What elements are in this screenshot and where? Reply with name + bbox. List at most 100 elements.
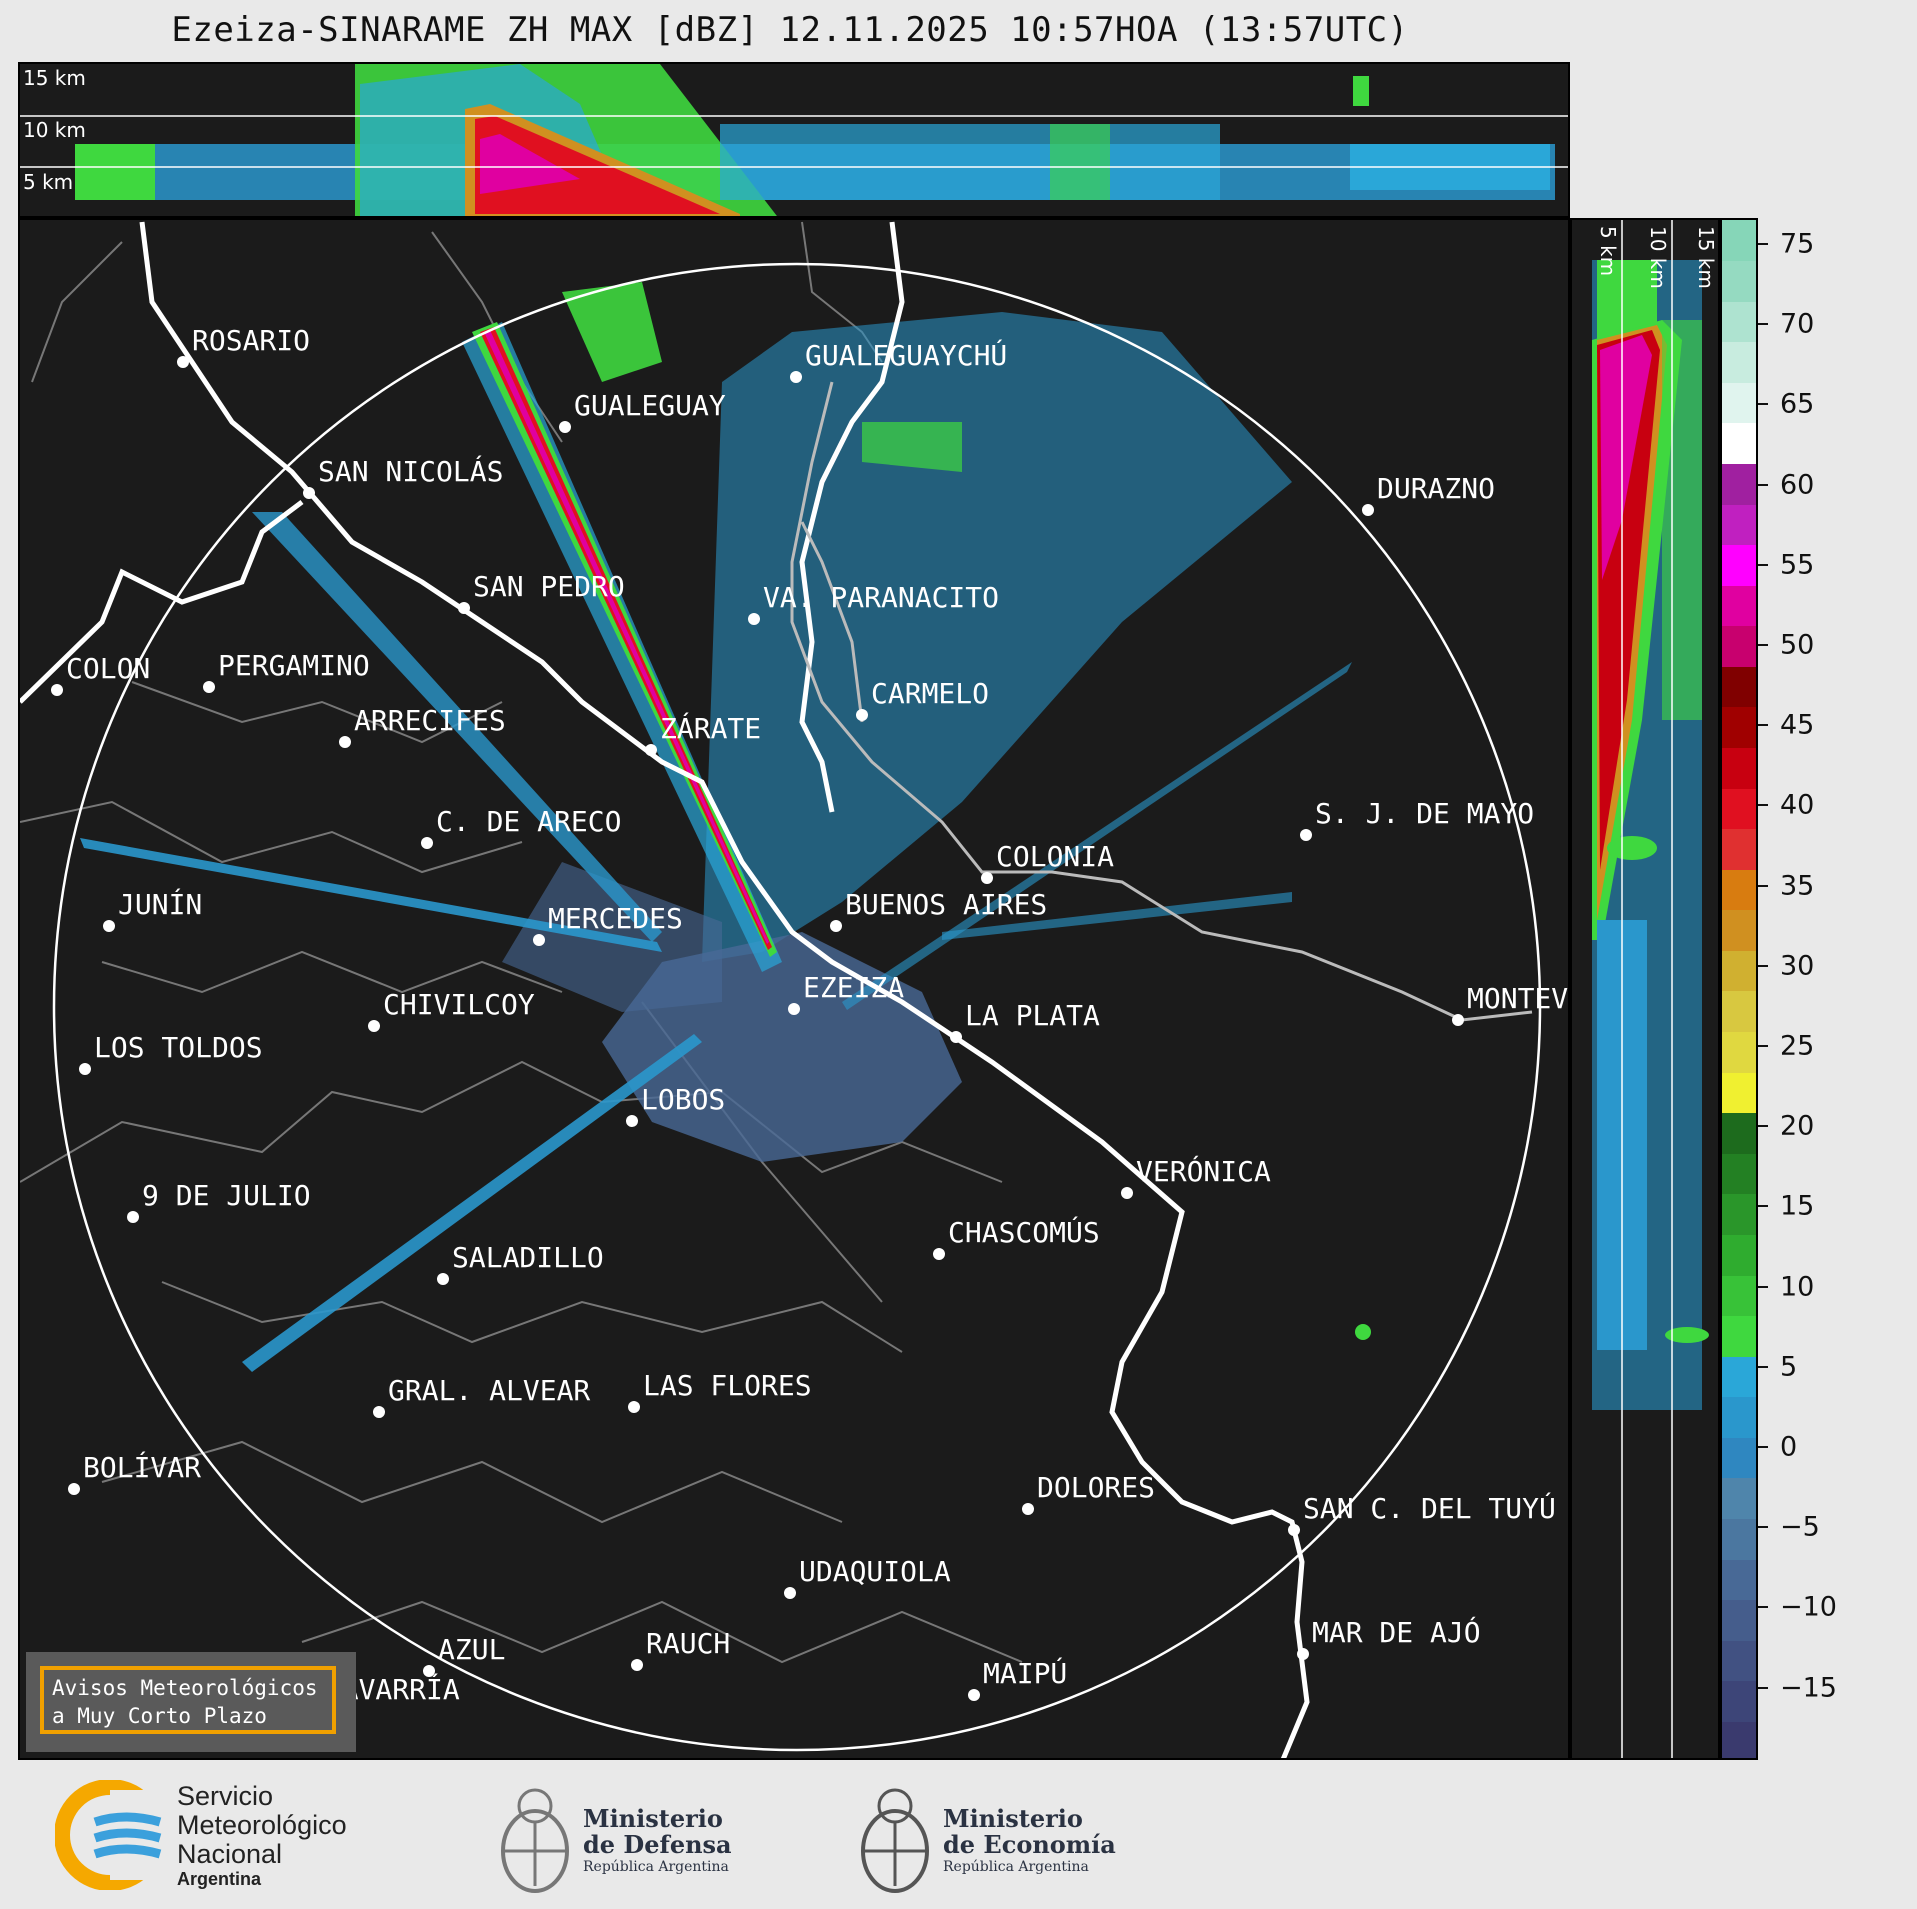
colorbar-tick-label: 50 (1780, 629, 1815, 661)
city-label: GUALEGUAYCHÚ (805, 338, 1007, 372)
city-marker[interactable]: BOLÍVAR (68, 1450, 201, 1495)
city-dot[interactable] (177, 356, 189, 368)
city-marker[interactable]: CHIVILCOY (368, 988, 535, 1032)
colorbar-swatch (1722, 869, 1756, 911)
city-dot[interactable] (628, 1401, 640, 1413)
city-dot[interactable] (203, 681, 215, 693)
city-marker[interactable]: BUENOS AIRES (830, 888, 1047, 932)
city-marker[interactable]: S. J. DE MAYO (1300, 797, 1534, 841)
city-marker[interactable]: SAN C. DEL TUYÚ (1288, 1491, 1556, 1536)
city-dot[interactable] (790, 371, 802, 383)
city-dot[interactable] (79, 1063, 91, 1075)
city-marker[interactable]: CARMELO (856, 677, 989, 721)
city-dot[interactable] (423, 1665, 435, 1677)
city-marker[interactable]: EZEIZA (788, 971, 904, 1015)
city-marker[interactable]: ROSARIO (177, 324, 310, 368)
city-marker[interactable]: VERÓNICA (1121, 1154, 1271, 1199)
city-marker[interactable]: DOLORES (1022, 1471, 1155, 1515)
city-marker[interactable]: SAN PEDRO (458, 570, 625, 614)
city-dot[interactable] (68, 1483, 80, 1495)
height-label-5km: 5 km (23, 170, 74, 194)
smn-emblem-icon (55, 1780, 165, 1890)
city-dot[interactable] (968, 1689, 980, 1701)
colorbar-tick-mark (1758, 1365, 1768, 1368)
city-marker[interactable]: ARRECIFES (339, 704, 506, 748)
city-dot[interactable] (421, 837, 433, 849)
city-label: LAS FLORES (643, 1369, 812, 1402)
city-dot[interactable] (103, 920, 115, 932)
city-marker[interactable]: 9 DE JULIO (127, 1179, 311, 1223)
city-label: BOLÍVAR (83, 1450, 201, 1484)
city-dot[interactable] (933, 1248, 945, 1260)
city-marker[interactable]: SALADILLO (437, 1241, 604, 1285)
colorbar-swatch (1722, 950, 1756, 992)
city-dot[interactable] (437, 1273, 449, 1285)
city-label: MAIPÚ (983, 1656, 1067, 1690)
city-dot[interactable] (788, 1003, 800, 1015)
city-marker[interactable]: LA PLATA (950, 999, 1100, 1043)
city-dot[interactable] (373, 1406, 385, 1418)
echo-band (720, 124, 1220, 200)
notice-frame[interactable]: Avisos Meteorológicos a Muy Corto Plazo (40, 1666, 336, 1734)
colorbar-swatch (1722, 1275, 1756, 1317)
city-dot[interactable] (950, 1031, 962, 1043)
city-dot[interactable] (339, 736, 351, 748)
city-marker[interactable]: DURAZNO (1362, 472, 1495, 516)
city-marker[interactable]: MERCEDES (533, 902, 683, 946)
economia-line-1: Ministerio (943, 1804, 1083, 1833)
city-dot[interactable] (303, 487, 315, 499)
city-dot[interactable] (458, 602, 470, 614)
city-dot[interactable] (559, 421, 571, 433)
city-dot[interactable] (626, 1115, 638, 1127)
city-marker[interactable]: PERGAMINO (203, 649, 370, 693)
radar-map-panel[interactable]: ROSARIO GUALEGUAYCHÚ GUALEGUAY SAN NICOLÁS D… (18, 218, 1570, 1760)
city-dot[interactable] (1022, 1503, 1034, 1515)
city-marker[interactable]: VA. PARANACITO (748, 581, 999, 625)
smn-line-1: Servicio (177, 1781, 274, 1811)
notice-box[interactable]: Avisos Meteorológicos a Muy Corto Plazo (26, 1652, 356, 1752)
city-dot[interactable] (645, 744, 657, 756)
city-dot[interactable] (748, 613, 760, 625)
city-marker[interactable]: COLON (51, 652, 150, 696)
city-marker[interactable]: MAR DE AJÓ (1297, 1615, 1481, 1660)
city-marker[interactable]: GRAL. ALVEAR (373, 1374, 590, 1418)
city-dot[interactable] (1300, 829, 1312, 841)
city-marker[interactable]: LAS FLORES (628, 1369, 812, 1413)
city-dot[interactable] (1121, 1187, 1133, 1199)
city-marker[interactable]: SAN NICOLÁS (303, 454, 503, 499)
colorbar-swatch (1722, 1153, 1756, 1195)
radar-map[interactable]: ROSARIO GUALEGUAYCHÚ GUALEGUAY SAN NICOLÁS D… (20, 220, 1570, 1760)
city-marker[interactable]: UDAQUIOLA (784, 1555, 951, 1599)
city-dot[interactable] (830, 920, 842, 932)
city-marker[interactable]: LOBOS (626, 1083, 725, 1127)
city-marker[interactable]: CHASCOMÚS (933, 1215, 1100, 1260)
city-marker[interactable]: MAIPÚ (968, 1656, 1067, 1701)
city-marker[interactable]: MONTEVIDEO (1452, 982, 1570, 1026)
city-dot[interactable] (127, 1211, 139, 1223)
city-dot[interactable] (51, 684, 63, 696)
city-marker[interactable]: GUALEGUAY (559, 389, 726, 433)
city-dot[interactable] (784, 1587, 796, 1599)
colorbar-tick-mark (1758, 1285, 1768, 1288)
city-dot[interactable] (368, 1020, 380, 1032)
city-marker[interactable]: ZÁRATE (645, 711, 761, 756)
city-dot[interactable] (631, 1659, 643, 1671)
city-marker[interactable]: C. DE ARECO (421, 805, 621, 849)
city-dot[interactable] (1362, 504, 1374, 516)
colorbar-swatch (1722, 1315, 1756, 1357)
city-marker[interactable]: LOS TOLDOS (79, 1031, 263, 1075)
city-dot[interactable] (1297, 1648, 1309, 1660)
city-marker[interactable]: COLONIA (981, 840, 1114, 884)
city-dot[interactable] (1452, 1014, 1464, 1026)
city-dot[interactable] (981, 872, 993, 884)
city-marker[interactable]: AZUL (423, 1633, 505, 1677)
city-marker[interactable]: RAUCH (631, 1627, 730, 1671)
side-height-label-10km: 10 km (1646, 226, 1670, 289)
city-dot[interactable] (856, 709, 868, 721)
city-marker[interactable]: GUALEGUAYCHÚ (790, 338, 1007, 383)
city-dot[interactable] (1288, 1524, 1300, 1536)
city-marker[interactable]: JUNÍN (103, 887, 202, 932)
radar-range-ring (52, 262, 1542, 1752)
city-dot[interactable] (533, 934, 545, 946)
colorbar-tick-label: 45 (1780, 709, 1815, 741)
